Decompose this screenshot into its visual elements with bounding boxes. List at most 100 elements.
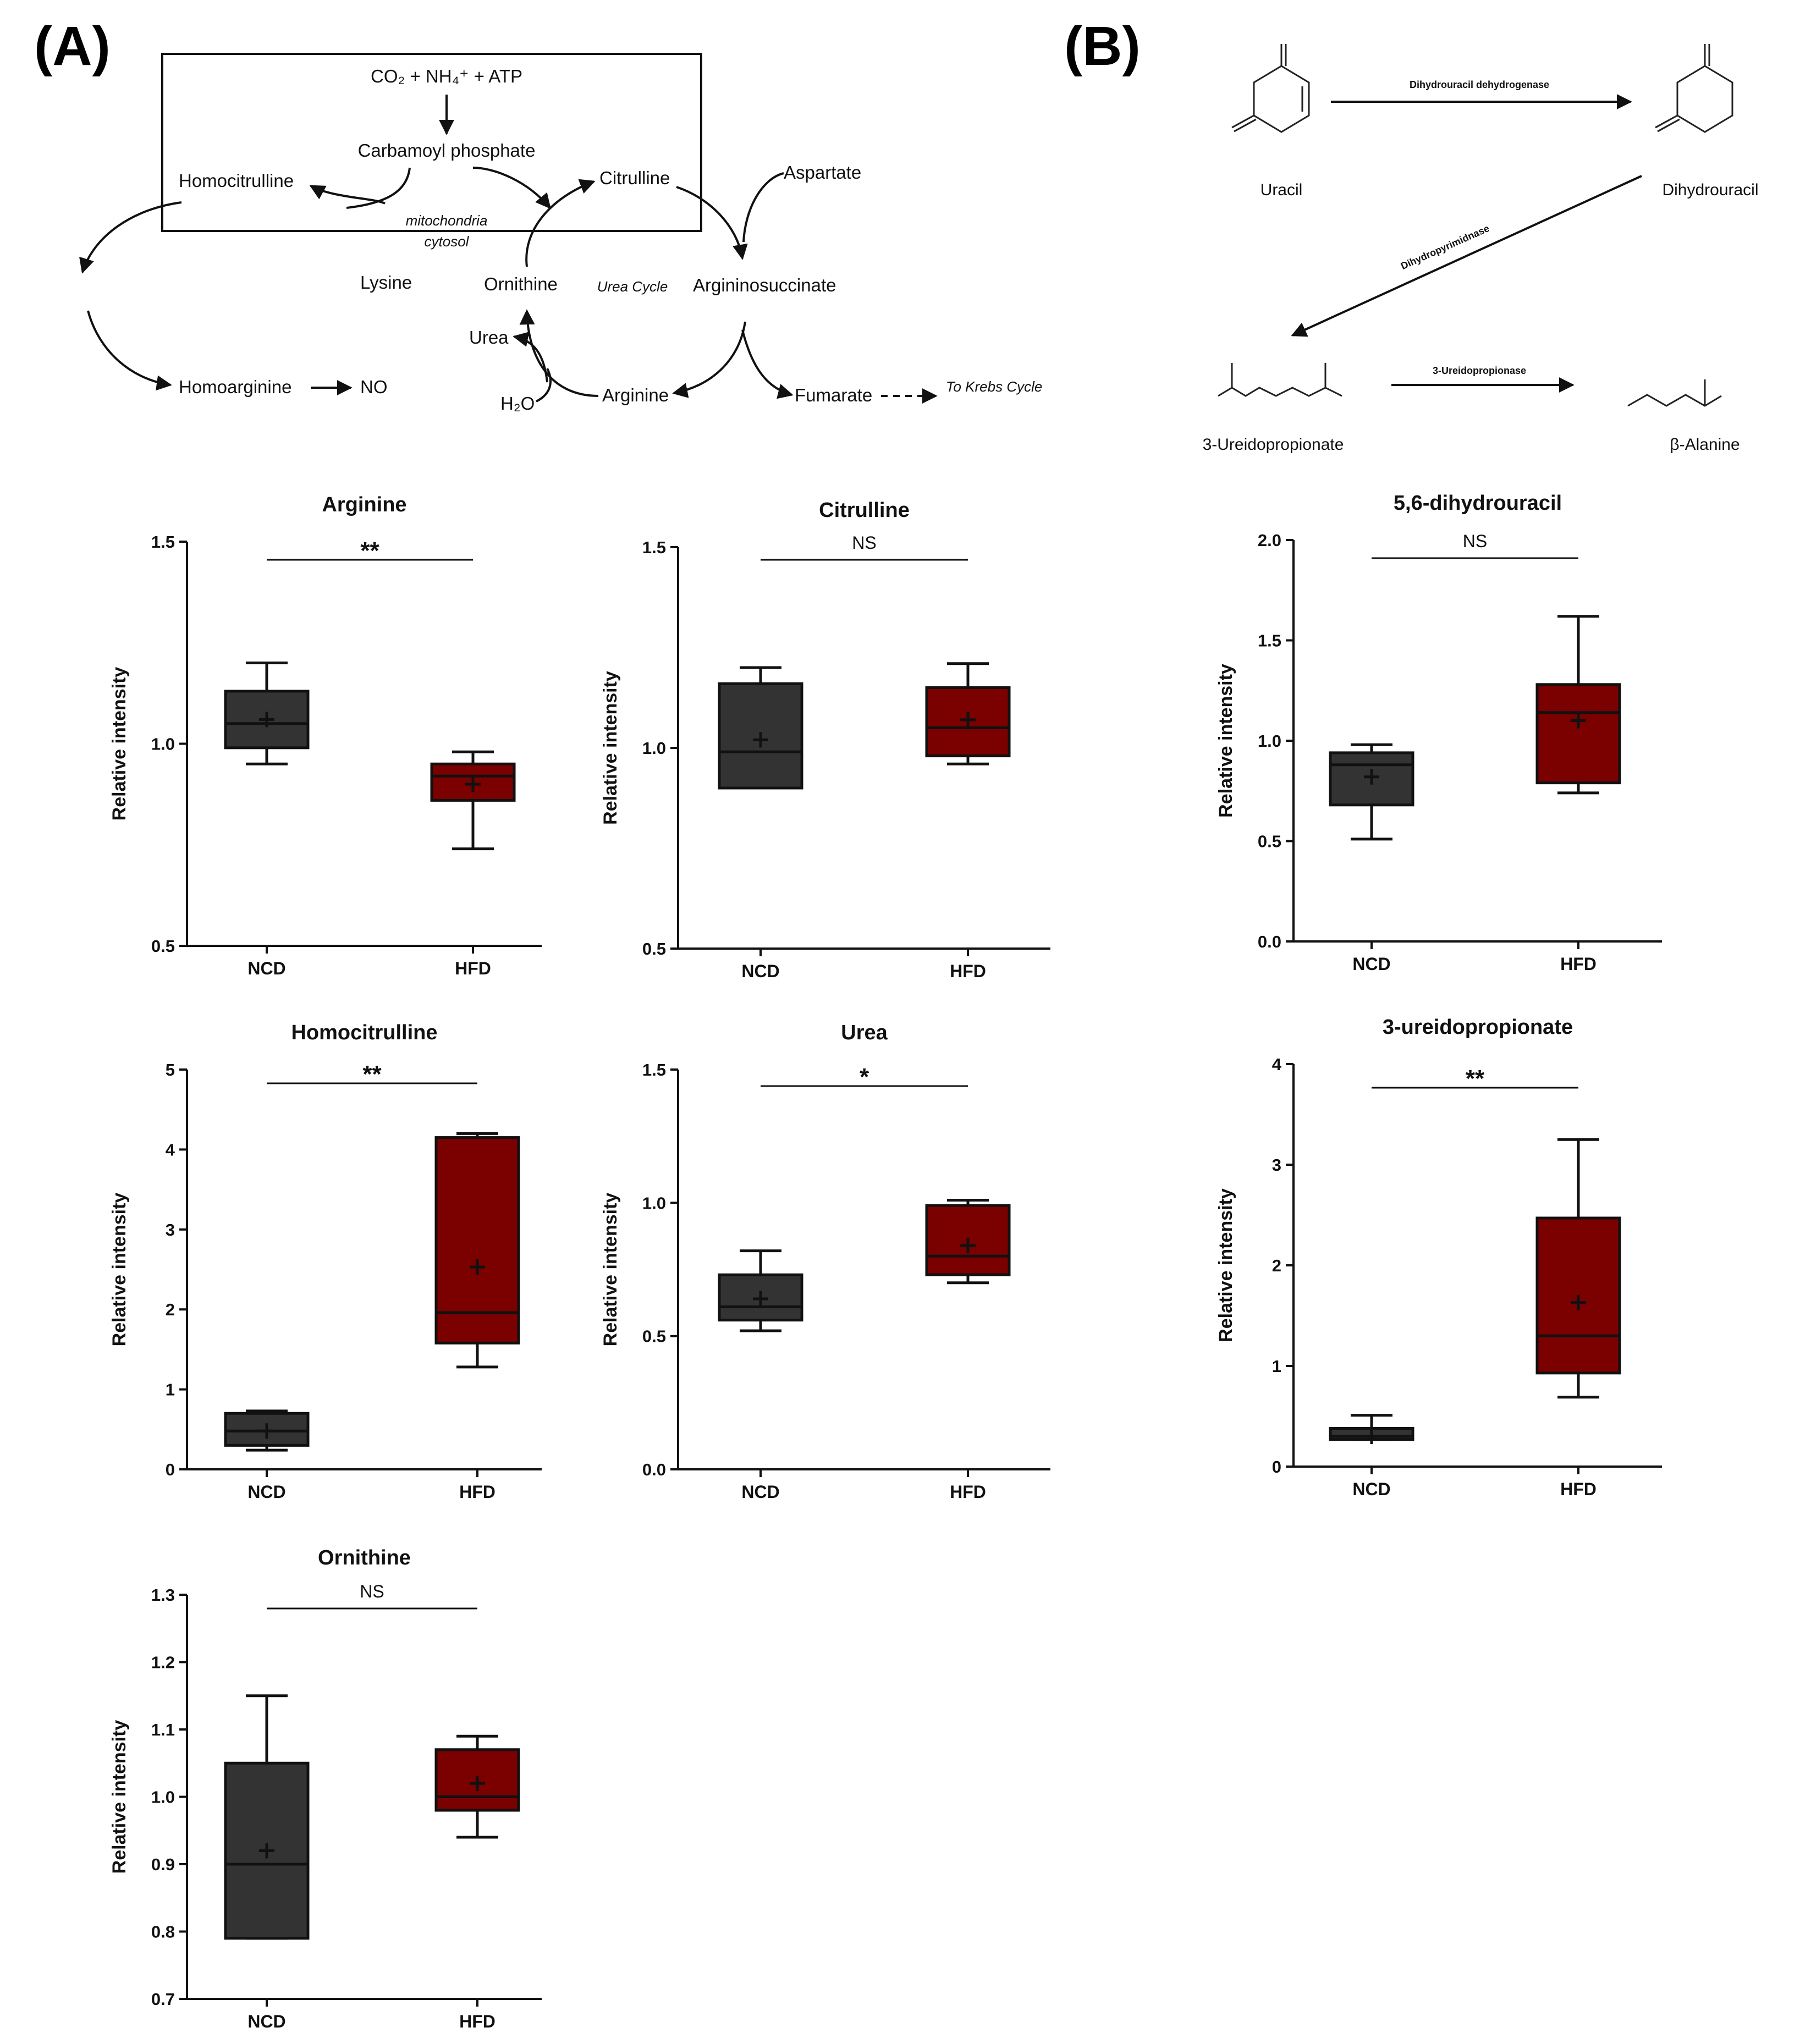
arrow-ornithine-citrulline xyxy=(525,179,596,267)
box-ncd xyxy=(224,1409,310,1452)
y-axis-label: Relative intensity xyxy=(109,1720,130,1874)
chart-ornithine: Ornithine 0.7 0.8 0.9 1.0 1.1 1.2 1.3 Relative i… xyxy=(109,1546,542,2031)
box-hfd xyxy=(434,1734,520,1839)
significance-marker: ** xyxy=(362,1061,382,1088)
y-tick-label: 5 xyxy=(166,1060,175,1079)
uracil-degradation-diagram xyxy=(1218,44,1733,407)
label-fumarate: Fumarate xyxy=(795,385,872,405)
box-hfd xyxy=(925,1198,1011,1285)
box-hfd xyxy=(1535,1138,1621,1399)
box-iqr xyxy=(1535,683,1621,785)
significance-marker: NS xyxy=(1463,531,1487,551)
y-tick-label: 1.0 xyxy=(642,1193,666,1213)
arrow-aspartate-in xyxy=(742,172,784,243)
chart-urea: Urea 0.0 0.5 1.0 1.5 Relative intensity NCD HFD… xyxy=(600,1021,1050,1502)
box-hfd xyxy=(925,662,1011,765)
box-hfd xyxy=(1535,615,1621,795)
chart-homocitrulline: Homocitrulline 0 1 2 3 4 5 Relative intensity NC… xyxy=(109,1021,542,1502)
x-tick-label-ncd: NCD xyxy=(741,1482,779,1502)
y-tick-label: 0.0 xyxy=(642,1460,666,1479)
chart-dihydrouracil: 5,6-dihydrouracil 0.0 0.5 1.0 1.5 2.0 Relative… xyxy=(1215,492,1662,974)
label-to-krebs: To Krebs Cycle xyxy=(946,378,1042,395)
chart-title: Ornithine xyxy=(318,1546,411,1569)
label-mitochondria: mitochondria xyxy=(406,212,488,229)
label-dihydrouracil: Dihydrouracil xyxy=(1662,181,1758,199)
x-tick-label-hfd: HFD xyxy=(950,1482,986,1502)
y-tick-label: 0.0 xyxy=(1258,932,1281,951)
y-tick-label: 1.3 xyxy=(151,1585,175,1605)
arrow-citrulline-argininosuccinate xyxy=(676,186,748,260)
box-ncd xyxy=(718,666,803,790)
x-tick-label-hfd: HFD xyxy=(1560,954,1597,974)
chart-title: 5,6-dihydrouracil xyxy=(1394,492,1562,515)
label-argininosuccinate: Argininosuccinate xyxy=(693,275,836,295)
label-urea: Urea xyxy=(469,327,509,348)
box-ncd xyxy=(1329,1414,1414,1445)
y-tick-label: 1.5 xyxy=(1258,631,1281,651)
y-tick-label: 1.2 xyxy=(151,1653,175,1672)
y-tick-label: 1.0 xyxy=(151,735,175,754)
arrow-to-homoarginine xyxy=(87,310,172,391)
label-arginine: Arginine xyxy=(602,385,669,405)
chart-title: Arginine xyxy=(322,493,406,516)
significance-marker: * xyxy=(860,1064,869,1090)
x-tick-label-ncd: NCD xyxy=(1352,954,1390,974)
x-tick-label-hfd: HFD xyxy=(455,958,491,978)
chart-ureidopropionate: 3-ureidopropionate 0 1 2 3 4 Relative intensit… xyxy=(1215,1016,1662,1499)
arrow-water-in xyxy=(536,368,552,403)
label-lysine: Lysine xyxy=(360,272,412,293)
y-tick-label: 0 xyxy=(166,1460,175,1479)
y-tick-label: 0 xyxy=(1272,1457,1281,1476)
box-iqr xyxy=(925,686,1011,758)
arrow-to-fumarate xyxy=(741,329,794,399)
beta-alanine-structure xyxy=(1627,394,1722,407)
label-reactants: CO₂ + NH₄⁺ + ATP xyxy=(371,66,522,86)
label-enzyme-dehydrogenase: Dihydrouracil dehydrogenase xyxy=(1410,79,1549,90)
y-tick-label: 4 xyxy=(1272,1055,1282,1074)
label-aspartate: Aspartate xyxy=(784,162,861,183)
y-tick-label: 1.5 xyxy=(642,1060,666,1079)
panel-label-a: (A) xyxy=(34,15,111,77)
arrow-dihydrouracil-ureidopropionate xyxy=(1291,175,1642,337)
y-axis-label: Relative intensity xyxy=(600,1193,621,1347)
y-tick-label: 0.9 xyxy=(151,1855,175,1874)
y-tick-label: 4 xyxy=(166,1140,175,1159)
box-hfd xyxy=(430,750,516,851)
y-axis-label: Relative intensity xyxy=(1215,664,1236,818)
x-tick-label-ncd: NCD xyxy=(741,961,779,981)
y-tick-label: 1.5 xyxy=(642,538,666,557)
y-tick-label: 0.8 xyxy=(151,1922,175,1942)
label-homocitrulline: Homocitrulline xyxy=(179,170,294,191)
chart-title: 3-ureidopropionate xyxy=(1383,1016,1573,1039)
significance-marker: NS xyxy=(852,533,876,553)
y-axis-label: Relative intensity xyxy=(109,667,130,821)
box-ncd xyxy=(224,1694,310,1940)
box-hfd xyxy=(434,1132,520,1369)
x-tick-label-ncd: NCD xyxy=(247,2012,285,2031)
x-tick-label-hfd: HFD xyxy=(459,2012,496,2031)
arrow-carbamoyl-citrulline xyxy=(472,167,551,210)
chart-title: Citrulline xyxy=(819,499,910,522)
label-enzyme-dihydropyrimidinase: Dihydropyrimidnase xyxy=(1399,223,1491,272)
label-no: NO xyxy=(360,377,388,397)
arrow-arginine-ornithine xyxy=(519,309,599,397)
y-tick-label: 1 xyxy=(1272,1357,1281,1376)
x-tick-label-hfd: HFD xyxy=(1560,1479,1597,1499)
y-tick-label: 2 xyxy=(1272,1256,1281,1275)
significance-marker: ** xyxy=(360,537,379,564)
chart-citrulline: Citrulline 0.5 1.0 1.5 Relative intensity NCD… xyxy=(600,499,1050,981)
arrow-to-urea xyxy=(513,332,548,383)
label-urea-cycle: Urea Cycle xyxy=(597,278,668,295)
arrow-carbamoyl-homocitrulline xyxy=(346,167,411,209)
significance-marker: NS xyxy=(360,1582,384,1601)
y-tick-label: 0.7 xyxy=(151,1990,175,2009)
label-cytosol: cytosol xyxy=(425,233,470,250)
y-tick-label: 1.0 xyxy=(642,739,666,758)
y-tick-label: 0.5 xyxy=(1258,832,1281,851)
x-tick-label-hfd: HFD xyxy=(950,961,986,981)
label-homoarginine: Homoarginine xyxy=(179,377,291,397)
y-tick-label: 0.5 xyxy=(642,939,666,958)
x-tick-label-ncd: NCD xyxy=(247,958,285,978)
arrow-argininosuccinate-arginine xyxy=(672,321,746,398)
y-axis-label: Relative intensity xyxy=(109,1193,130,1347)
